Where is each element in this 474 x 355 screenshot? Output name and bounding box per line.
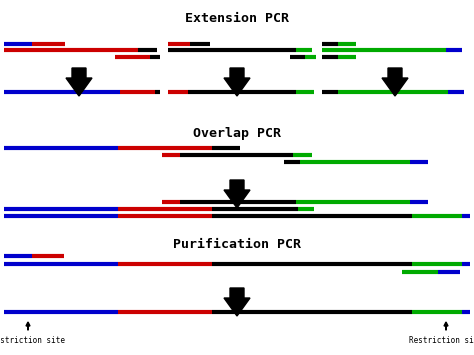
Text: Restriction site: Restriction site bbox=[0, 336, 65, 345]
FancyArrow shape bbox=[26, 322, 30, 330]
FancyArrow shape bbox=[444, 322, 448, 330]
FancyArrow shape bbox=[224, 180, 250, 208]
Text: Purification PCR: Purification PCR bbox=[173, 238, 301, 251]
Text: Extension PCR: Extension PCR bbox=[185, 12, 289, 25]
FancyArrow shape bbox=[66, 68, 92, 96]
FancyArrow shape bbox=[382, 68, 408, 96]
Text: Overlap PCR: Overlap PCR bbox=[193, 127, 281, 140]
FancyArrow shape bbox=[224, 288, 250, 316]
FancyArrow shape bbox=[224, 68, 250, 96]
Text: Restriction site: Restriction site bbox=[409, 336, 474, 345]
